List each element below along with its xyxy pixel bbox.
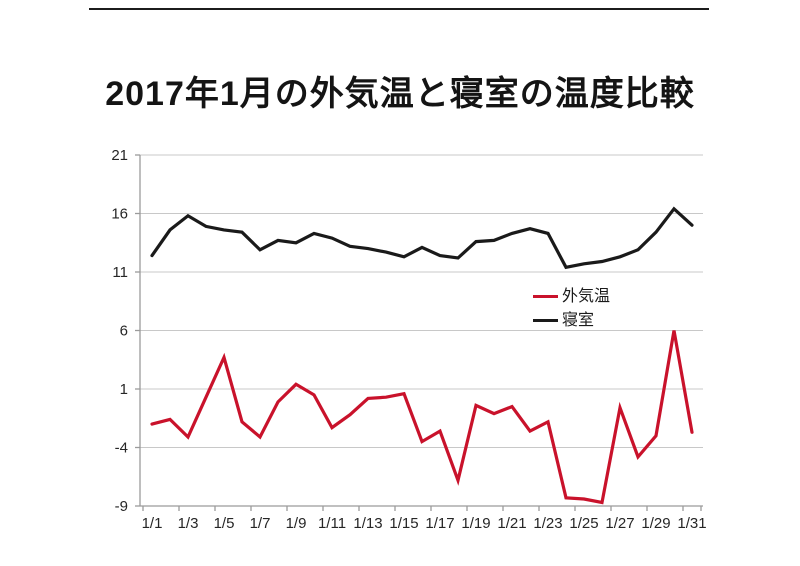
legend-line-bedroom-icon [533, 319, 558, 322]
series-line-outdoor [150, 330, 694, 505]
svg-text:1/29: 1/29 [641, 515, 670, 532]
svg-text:-4: -4 [115, 440, 128, 457]
svg-text:11: 11 [112, 264, 128, 281]
page-top-rule [89, 8, 709, 10]
y-axis-labels: 21 16 11 6 1 -4 -9 [111, 147, 140, 515]
svg-text:1/25: 1/25 [569, 515, 598, 532]
svg-text:1/17: 1/17 [425, 515, 454, 532]
legend-label-outdoor: 外気温 [562, 288, 611, 305]
x-axis-labels: 1/1 1/3 1/5 1/7 1/9 1/11 1/13 1/15 1/17 1/19 1/21 1… [142, 506, 707, 532]
svg-text:16: 16 [111, 206, 128, 223]
svg-text:1/5: 1/5 [214, 515, 235, 532]
svg-text:1/19: 1/19 [461, 515, 490, 532]
svg-text:1/3: 1/3 [178, 515, 199, 532]
svg-text:1/7: 1/7 [250, 515, 271, 532]
svg-text:1/23: 1/23 [533, 515, 562, 532]
svg-text:21: 21 [111, 147, 128, 164]
legend-line-outdoor-icon [533, 295, 558, 298]
svg-text:1/15: 1/15 [389, 515, 418, 532]
svg-text:1: 1 [120, 381, 128, 398]
legend: 外気温 寝室 [533, 287, 610, 330]
svg-text:1/21: 1/21 [497, 515, 526, 532]
svg-text:1/1: 1/1 [142, 515, 163, 532]
chart-title: 2017年1月の外気温と寝室の温度比較 [105, 75, 695, 113]
svg-text:1/11: 1/11 [318, 515, 346, 532]
legend-item-bedroom: 寝室 [533, 311, 610, 330]
series-line-bedroom [150, 206, 694, 270]
svg-text:-9: -9 [115, 498, 128, 515]
svg-text:1/27: 1/27 [605, 515, 634, 532]
legend-label-bedroom: 寝室 [562, 312, 595, 329]
svg-text:1/13: 1/13 [353, 515, 382, 532]
svg-text:1/31: 1/31 [677, 515, 706, 532]
svg-text:6: 6 [120, 323, 128, 340]
svg-text:1/9: 1/9 [286, 515, 307, 532]
legend-item-outdoor: 外気温 [533, 287, 610, 306]
gridlines [140, 154, 703, 448]
